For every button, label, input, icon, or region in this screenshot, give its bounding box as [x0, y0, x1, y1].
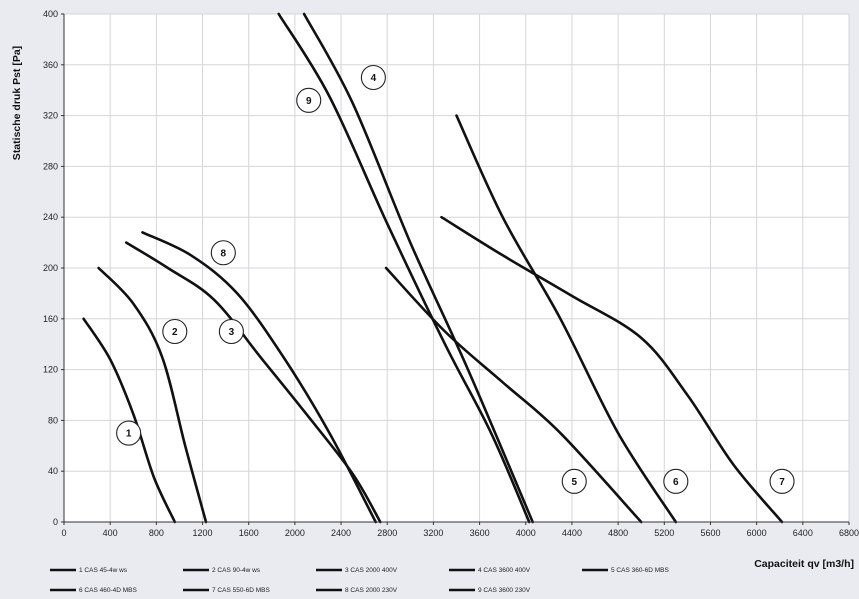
- curve-marker-label: 7: [779, 477, 785, 488]
- series-curve-5: [384, 266, 643, 524]
- curve-marker-circle: [360, 64, 386, 91]
- legend-entry: 1 CAS 45-4w ws: [50, 567, 128, 574]
- series-curve-6: [455, 114, 678, 524]
- curve-marker-circle: [561, 468, 587, 494]
- legend-label: 5 CAS 360-6D MBS: [611, 567, 669, 574]
- x-tick-label: 3600: [470, 528, 490, 538]
- y-tick-label: 0: [53, 517, 58, 527]
- legend-entry: 5 CAS 360-6D MBS: [582, 567, 669, 574]
- curve-marker-circle: [296, 87, 322, 113]
- y-tick-label: 240: [43, 212, 58, 222]
- y-tick-label: 200: [43, 263, 58, 273]
- series-curve-8: [141, 231, 377, 524]
- series-curve-1: [82, 317, 177, 524]
- legend-entry: 9 CAS 3600 230V: [449, 587, 531, 594]
- y-tick-label: 160: [43, 314, 58, 324]
- x-tick-label: 1200: [193, 528, 213, 538]
- curve-marker-circle: [218, 318, 244, 345]
- x-tick-label: 4400: [562, 528, 582, 538]
- x-tick-label: 6800: [839, 528, 859, 538]
- legend-entry: 4 CAS 3600 400V: [449, 567, 531, 574]
- legend-label: 6 CAS 460-4D MBS: [79, 587, 137, 594]
- curve-marker-label: 4: [371, 73, 377, 84]
- x-tick-label: 5600: [700, 528, 720, 538]
- x-tick-label: 6000: [747, 528, 767, 538]
- y-tick-label: 120: [43, 365, 58, 375]
- legend-label: 8 CAS 2000 230V: [345, 587, 398, 594]
- legend-label: 1 CAS 45-4w ws: [79, 567, 128, 574]
- x-tick-label: 2400: [331, 528, 351, 538]
- curve-marker-4: 4: [360, 64, 386, 91]
- legend-entry: 8 CAS 2000 230V: [316, 587, 398, 594]
- curve-marker-label: 3: [229, 327, 235, 338]
- x-tick-label: 3200: [423, 528, 443, 538]
- curve-marker-6: 6: [663, 468, 689, 494]
- legend-label: 2 CAS 90-4w ws: [212, 567, 261, 574]
- curve-marker-9: 9: [296, 87, 322, 113]
- x-tick-label: 4800: [608, 528, 628, 538]
- curve-marker-circle: [663, 468, 689, 494]
- series-curve-3: [125, 241, 382, 524]
- legend-entry: 3 CAS 2000 400V: [316, 567, 398, 574]
- y-tick-label: 360: [43, 60, 58, 70]
- x-tick-label: 6400: [793, 528, 813, 538]
- series-curve-7: [440, 215, 784, 524]
- y-tick-label: 280: [43, 161, 58, 171]
- y-tick-label: 40: [48, 466, 58, 476]
- legend-label: 3 CAS 2000 400V: [345, 567, 398, 574]
- curve-marker-5: 5: [561, 468, 587, 494]
- series-curve-2: [97, 266, 208, 524]
- curve-marker-7: 7: [769, 468, 795, 494]
- series-curve-4: [302, 12, 534, 524]
- curve-marker-label: 1: [126, 429, 132, 440]
- legend-label: 7 CAS 550-6D MBS: [212, 587, 270, 594]
- x-tick-label: 4000: [516, 528, 536, 538]
- curve-marker-circle: [116, 420, 142, 446]
- curve-marker-label: 8: [221, 248, 227, 259]
- x-tick-label: 400: [103, 528, 118, 538]
- x-tick-label: 2000: [285, 528, 305, 538]
- legend-entry: 7 CAS 550-6D MBS: [183, 587, 270, 594]
- x-tick-label: 2800: [377, 528, 397, 538]
- y-axis-title: Statische druk Pst [Pa]: [11, 46, 23, 160]
- curve-markers: 1 2 3 4 5 6 7 8 9: [116, 64, 795, 494]
- curve-marker-circle: [769, 468, 795, 494]
- x-tick-label: 0: [61, 528, 66, 538]
- curves: [82, 12, 784, 524]
- curve-marker-1: 1: [116, 420, 142, 446]
- legend-label: 4 CAS 3600 400V: [478, 567, 531, 574]
- curve-marker-circle: [210, 240, 236, 266]
- curve-marker-8: 8: [210, 240, 236, 266]
- legend-entry: 2 CAS 90-4w ws: [183, 567, 261, 574]
- legend-label: 9 CAS 3600 230V: [478, 587, 531, 594]
- curve-marker-label: 6: [673, 477, 679, 488]
- curve-marker-2: 2: [162, 318, 188, 345]
- x-tick-label: 1600: [239, 528, 259, 538]
- curve-marker-label: 5: [571, 477, 577, 488]
- legend: 1 CAS 45-4w ws 2 CAS 90-4w ws 3 CAS 2000 4…: [50, 567, 669, 594]
- curve-marker-label: 2: [172, 327, 178, 338]
- y-tick-label: 80: [48, 415, 58, 425]
- x-tick-label: 800: [149, 528, 164, 538]
- curve-marker-3: 3: [218, 318, 244, 345]
- y-tick-label: 320: [43, 111, 58, 121]
- tick-labels: 0 400 800 1200 1600 2000 2400 2800 3200 3600 4000 4…: [43, 9, 859, 538]
- x-tick-label: 5200: [654, 528, 674, 538]
- y-tick-label: 400: [43, 9, 58, 19]
- curve-marker-label: 9: [306, 96, 312, 107]
- x-axis-title: Capaciteit qv [m3/h]: [754, 558, 854, 570]
- legend-entry: 6 CAS 460-4D MBS: [50, 587, 137, 594]
- series-curve-9: [277, 12, 531, 524]
- curve-marker-circle: [162, 318, 188, 345]
